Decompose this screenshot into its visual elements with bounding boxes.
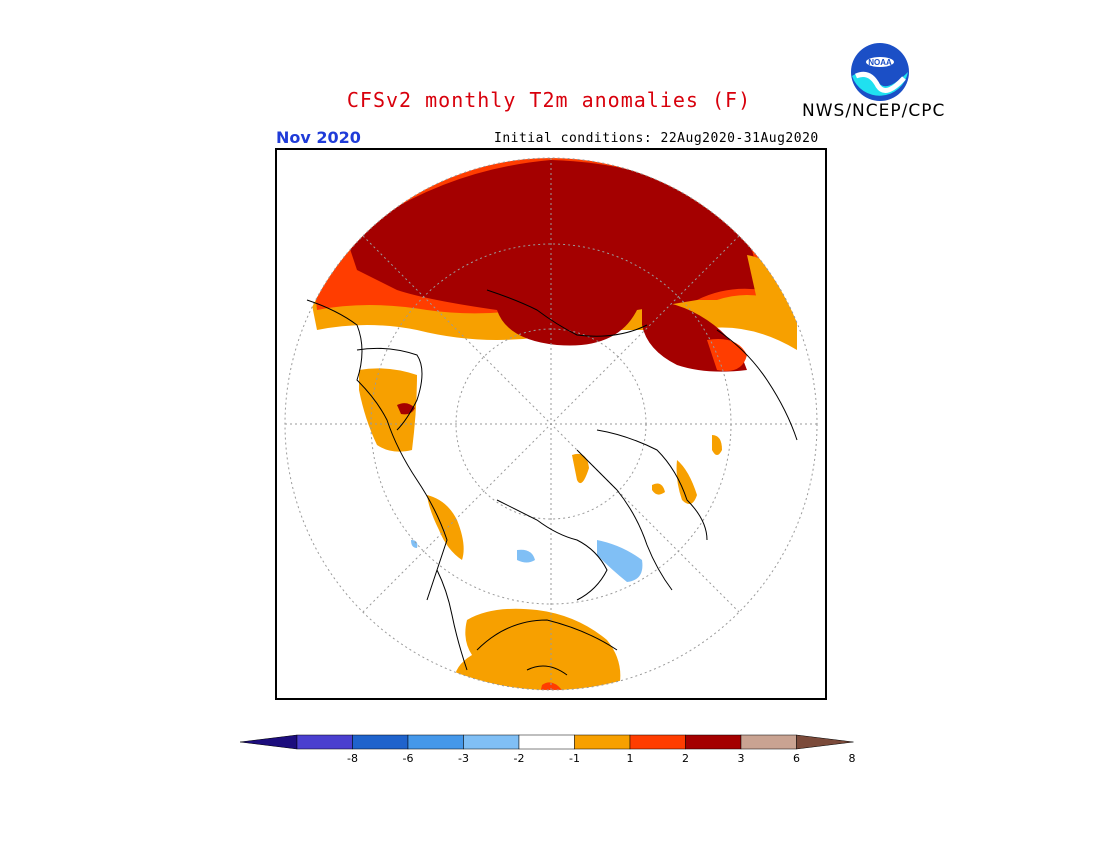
org-label: NWS/NCEP/CPC	[802, 101, 946, 121]
forecast-month: Nov 2020	[276, 128, 361, 147]
legend-cell	[296, 734, 353, 750]
anomaly-region-north-darkred	[347, 160, 762, 346]
legend-tick-label: 3	[737, 752, 745, 765]
polar-map	[275, 148, 827, 700]
svg-text:NOAA: NOAA	[868, 58, 892, 67]
noaa-logo: NOAA	[850, 42, 910, 102]
legend-cell	[352, 734, 409, 750]
legend-cell	[685, 734, 742, 750]
legend-tick-label: 8	[848, 752, 856, 765]
legend-cell	[629, 734, 686, 750]
color-legend	[240, 734, 854, 750]
legend-tick-label: -1	[569, 752, 580, 765]
legend-tick-label: -2	[513, 752, 525, 765]
legend-tick-label: -6	[402, 752, 414, 765]
legend-cell	[740, 734, 797, 750]
legend-cell	[518, 734, 575, 750]
legend-tick-label: 6	[793, 752, 800, 765]
map-title: CFSv2 monthly T2m anomalies (F)	[346, 88, 752, 112]
legend-cell	[574, 734, 631, 750]
legend-arrow-high	[796, 734, 854, 750]
legend-tick-label: 1	[626, 752, 634, 765]
initial-conditions: Initial conditions: 22Aug2020-31Aug2020	[494, 131, 819, 146]
legend-tick-label: -3	[458, 752, 469, 765]
legend-cell	[407, 734, 464, 750]
legend-tick-label: 2	[682, 752, 689, 765]
legend-tick-label: -8	[347, 752, 358, 765]
legend-cell	[463, 734, 520, 750]
legend-arrow-low	[240, 734, 298, 750]
anomaly-region-south-orange	[454, 608, 621, 690]
